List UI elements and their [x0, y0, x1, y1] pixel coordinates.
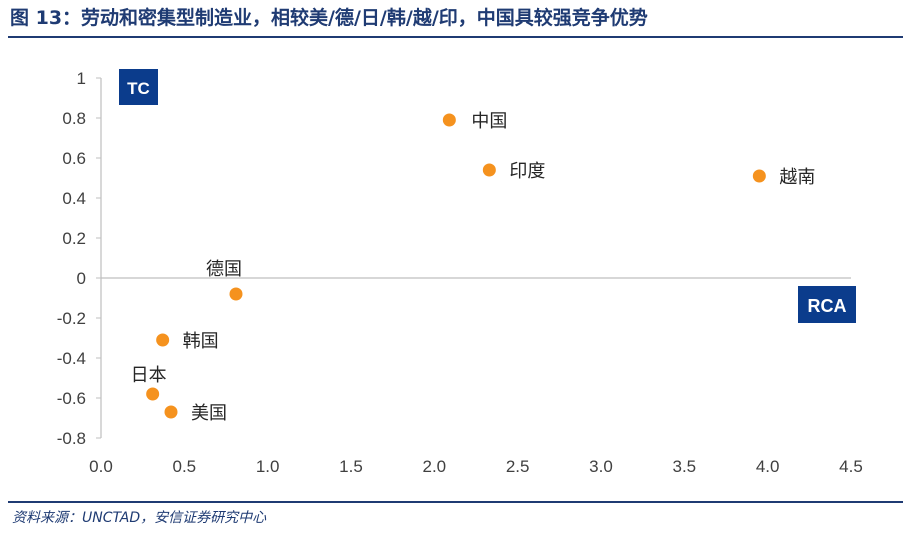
y-tick-label: -0.4	[57, 349, 86, 368]
data-point-label: 印度	[509, 161, 545, 182]
x-tick-label: 1.5	[339, 457, 363, 476]
data-point	[229, 287, 243, 301]
x-tick-label: 2.0	[423, 457, 447, 476]
data-point-label: 韩国	[183, 331, 219, 352]
data-point-label: 德国	[206, 259, 242, 280]
y-tick-label: -0.8	[57, 429, 86, 448]
title-divider	[8, 36, 903, 38]
x-tick-label: 2.5	[506, 457, 530, 476]
data-point-label: 中国	[471, 111, 507, 132]
x-tick-label: 0.5	[173, 457, 197, 476]
data-point-label: 日本	[131, 365, 167, 386]
source-divider	[8, 501, 903, 503]
data-point	[482, 163, 496, 177]
x-tick-label: 3.5	[673, 457, 697, 476]
x-axis-label: RCA	[808, 296, 847, 316]
y-tick-label: 0.2	[62, 229, 86, 248]
y-tick-label: 0.6	[62, 149, 86, 168]
data-point	[752, 169, 766, 183]
x-tick-label: 0.0	[89, 457, 113, 476]
y-axis-label: TC	[127, 79, 150, 98]
y-tick-label: 1	[77, 69, 86, 88]
y-tick-label: -0.6	[57, 389, 86, 408]
y-axis-badge: TC	[119, 69, 158, 105]
y-tick-label: 0.4	[62, 189, 86, 208]
x-tick-label: 1.0	[256, 457, 280, 476]
data-point	[156, 333, 170, 347]
figure-title: 图 13：劳动和密集型制造业，相较美/德/日/韩/越/印，中国具较强竞争优势	[10, 7, 648, 29]
data-point	[442, 113, 456, 127]
y-tick-label: 0	[77, 269, 86, 288]
x-tick-label: 4.5	[839, 457, 863, 476]
data-point-label: 越南	[779, 167, 815, 188]
x-tick-label: 3.0	[589, 457, 613, 476]
data-point	[164, 405, 178, 419]
source-note: 资料来源：UNCTAD，安信证券研究中心	[12, 510, 267, 526]
data-point	[146, 387, 160, 401]
x-tick-label: 4.0	[756, 457, 780, 476]
y-tick-label: 0.8	[62, 109, 86, 128]
data-point-label: 美国	[191, 403, 227, 424]
y-tick-label: -0.2	[57, 309, 86, 328]
x-axis-badge: RCA	[798, 286, 856, 323]
